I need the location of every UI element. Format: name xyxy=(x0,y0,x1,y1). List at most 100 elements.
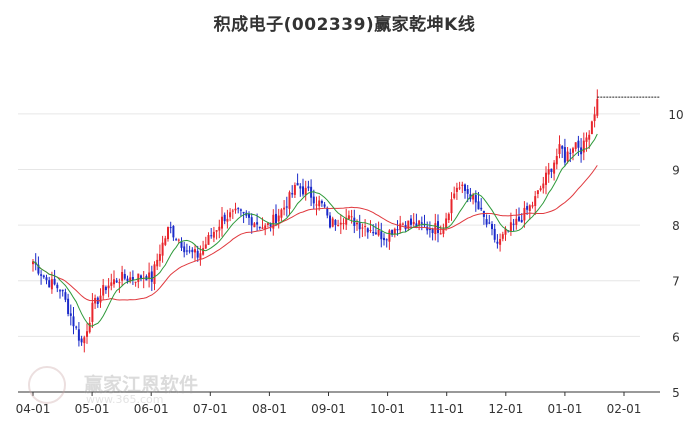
candle-body xyxy=(539,188,542,191)
candle-body xyxy=(272,214,275,229)
candle-body xyxy=(91,302,94,322)
ma-fast-line xyxy=(32,133,598,327)
y-tick-label: 5 xyxy=(672,386,680,400)
candle-body xyxy=(334,220,337,225)
candle-body xyxy=(277,215,280,222)
candle-body xyxy=(396,229,399,231)
candle-body xyxy=(590,121,593,135)
candle-body xyxy=(86,331,88,337)
candle-body xyxy=(123,273,126,279)
candle-body xyxy=(412,221,415,225)
candle-body xyxy=(180,241,183,248)
candle-body xyxy=(320,201,323,204)
candle-body xyxy=(593,114,596,122)
candle-body xyxy=(239,209,242,211)
candle-body xyxy=(199,253,202,259)
candle-body xyxy=(534,196,537,206)
candle-body xyxy=(167,227,169,240)
x-tick-label: 02-01 xyxy=(607,402,642,416)
candle-body xyxy=(547,169,550,175)
candle-body xyxy=(391,229,394,235)
candle-body xyxy=(509,222,512,232)
candle-body xyxy=(223,214,226,222)
candle-body xyxy=(67,298,70,314)
candle-body xyxy=(453,193,456,199)
candle-body xyxy=(369,230,372,232)
candle-body xyxy=(536,190,539,195)
candle-body xyxy=(88,322,91,333)
candle-body xyxy=(442,229,445,234)
candle-body xyxy=(64,292,67,300)
candle-body xyxy=(191,249,194,253)
candle-body xyxy=(218,226,221,231)
candle-body xyxy=(407,220,410,229)
candle-body xyxy=(464,184,466,191)
candle-body xyxy=(315,204,318,206)
candle-body xyxy=(137,273,140,282)
candle-body xyxy=(161,242,164,256)
candle-body xyxy=(99,295,102,303)
candle-body xyxy=(234,208,237,211)
candle-body xyxy=(102,285,105,296)
candle-body xyxy=(183,246,186,253)
x-tick-label: 05-01 xyxy=(75,402,110,416)
candle-body xyxy=(496,241,499,244)
candle-body xyxy=(110,282,113,286)
candle-body xyxy=(480,207,483,210)
candle-body xyxy=(342,223,345,225)
candle-body xyxy=(204,244,207,249)
candle-body xyxy=(542,183,545,189)
chart-title: 积成电子(002339)赢家乾坤K线 xyxy=(213,15,476,35)
candle-body xyxy=(266,223,269,225)
candle-body xyxy=(177,239,180,241)
candle-body xyxy=(53,278,56,285)
candle-body xyxy=(113,279,115,285)
candle-body xyxy=(501,234,504,239)
candle-body xyxy=(393,228,396,235)
candle-body xyxy=(248,213,250,218)
candle-body xyxy=(80,338,83,343)
candle-body xyxy=(83,337,86,344)
candle-body xyxy=(77,329,80,341)
candle-body xyxy=(569,152,572,154)
candle-body xyxy=(337,224,340,226)
candle-body xyxy=(75,326,78,328)
candle-body xyxy=(318,200,321,207)
candle-body xyxy=(585,137,588,142)
candle-body xyxy=(256,222,259,225)
candle-body xyxy=(572,148,574,153)
candle-body xyxy=(237,208,240,210)
candle-body xyxy=(156,259,159,267)
candle-body xyxy=(307,186,310,189)
candle-body xyxy=(121,272,124,281)
candle-body xyxy=(561,146,564,149)
candle-body xyxy=(118,282,121,284)
candle-body xyxy=(461,184,464,186)
candle-body xyxy=(131,276,134,281)
candle-body xyxy=(472,194,475,200)
candle-body xyxy=(126,278,129,282)
candle-body xyxy=(374,232,377,235)
candle-body xyxy=(550,168,553,172)
candle-body xyxy=(226,218,229,222)
candle-body xyxy=(202,248,205,255)
candle-body xyxy=(499,239,502,245)
candle-body xyxy=(275,213,277,224)
candle-body xyxy=(423,224,426,226)
candle-body xyxy=(520,219,523,223)
candle-body xyxy=(345,217,348,225)
candle-body xyxy=(577,140,580,148)
candle-body xyxy=(458,187,461,189)
candle-body xyxy=(172,226,175,238)
candle-body xyxy=(72,316,75,327)
x-tick-label: 09-01 xyxy=(311,402,346,416)
candle-body xyxy=(158,254,161,261)
candle-body xyxy=(356,222,358,225)
candle-body xyxy=(455,187,458,192)
candle-body xyxy=(518,216,520,221)
candle-body xyxy=(59,290,61,292)
x-tick-label: 06-01 xyxy=(134,402,169,416)
candle-body xyxy=(242,211,245,214)
candle-body xyxy=(366,228,369,233)
